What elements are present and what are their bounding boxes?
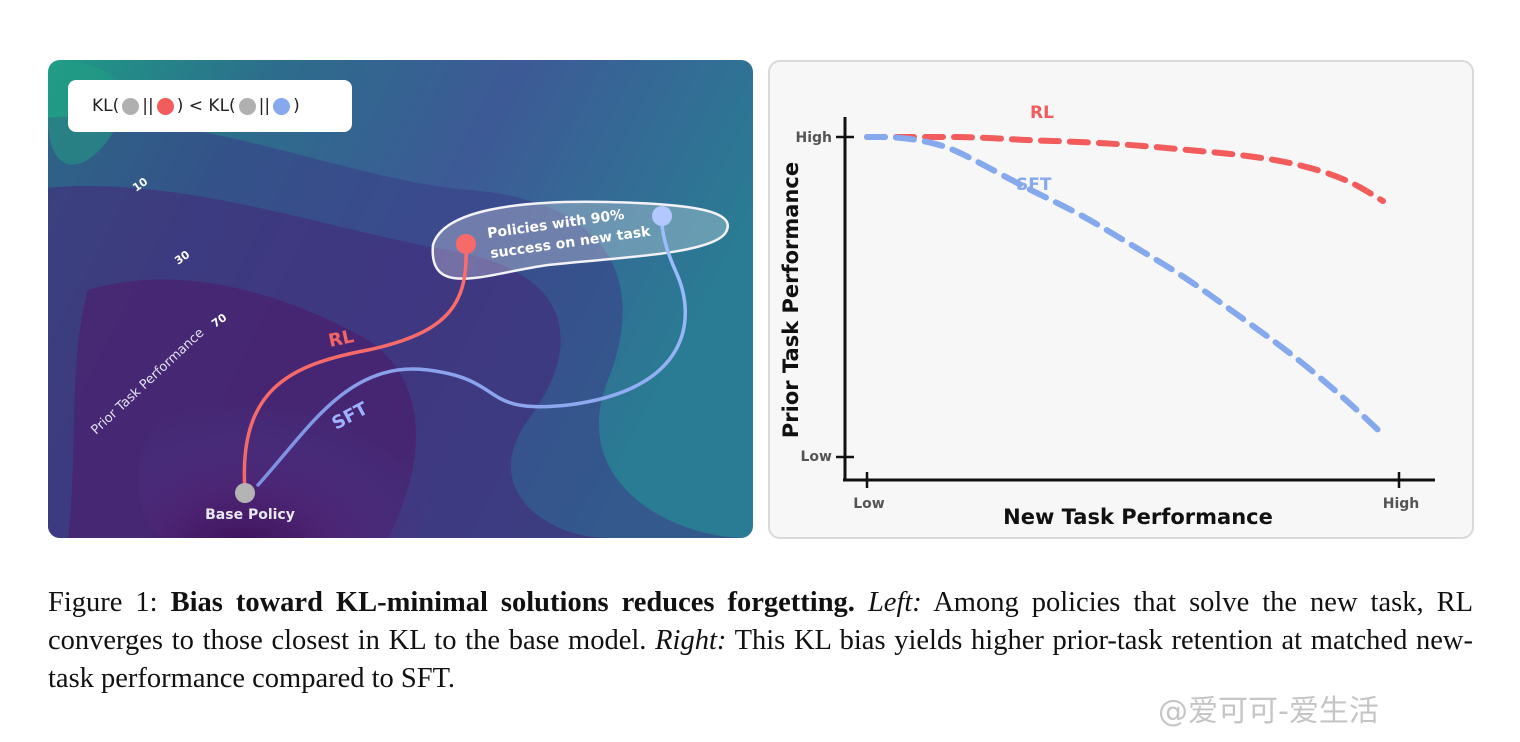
base-policy-dot-icon <box>238 97 256 115</box>
sft-series-line <box>864 134 1386 438</box>
left-figure-panel: 10 30 70 Prior Task Performance Policies… <box>48 60 753 538</box>
caption-left-text: Among policies that solve the new task, … <box>48 587 1473 656</box>
rl-path <box>242 243 468 494</box>
caption-bold-title: Bias toward KL-minimal solutions reduces… <box>170 587 855 618</box>
x-tick-high-label: High <box>1383 496 1420 512</box>
kl-middle: ) < KL( <box>176 96 236 116</box>
contour-basin <box>138 370 438 538</box>
kl-inequality-box: KL( || ) < KL( || ) <box>68 80 352 132</box>
x-axis-title: New Task Performance <box>1003 505 1273 529</box>
y-tick-high-label: High <box>795 130 832 146</box>
sft-path <box>256 215 688 487</box>
sft-endpoint-dot <box>652 206 672 226</box>
rl-policy-dot-icon <box>156 97 174 115</box>
caption-right-text: This KL bias yields higher prior-task re… <box>48 625 1474 694</box>
sft-series-label: SFT <box>1016 175 1052 195</box>
kl-separator: || <box>258 96 271 116</box>
rl-series-label: RL <box>1030 103 1054 123</box>
caption-figure-label: Figure 1: <box>48 587 158 618</box>
rl-path-label: RL <box>327 326 356 352</box>
watermark: @爱可可-爱生活 <box>1158 694 1379 729</box>
base-policy-dot-icon <box>122 97 140 115</box>
y-tick-low-label: Low <box>801 449 833 465</box>
rl-endpoint-dot <box>456 234 476 254</box>
sft-policy-dot-icon <box>273 97 291 115</box>
caption-right-label: Right: <box>655 625 727 656</box>
right-figure-panel: High Low Low High New Task Performance P… <box>768 60 1474 539</box>
caption-left-label: Left: <box>867 587 922 618</box>
rl-series-line <box>864 134 1386 204</box>
loss-landscape: 10 30 70 Prior Task Performance Policies… <box>48 60 753 538</box>
kl-prefix: KL( <box>92 96 120 116</box>
tradeoff-chart: High Low Low High New Task Performance P… <box>779 103 1435 529</box>
series-layer <box>864 134 1386 438</box>
base-policy-label: Base Policy <box>205 507 295 523</box>
base-policy-dot <box>235 483 255 503</box>
kl-separator: || <box>142 96 154 116</box>
x-tick-low-label: Low <box>853 496 885 512</box>
figure-caption: Figure 1: Bias toward KL-minimal solutio… <box>48 584 1473 698</box>
kl-suffix: ) <box>293 96 300 116</box>
y-axis-title: Prior Task Performance <box>779 162 803 438</box>
